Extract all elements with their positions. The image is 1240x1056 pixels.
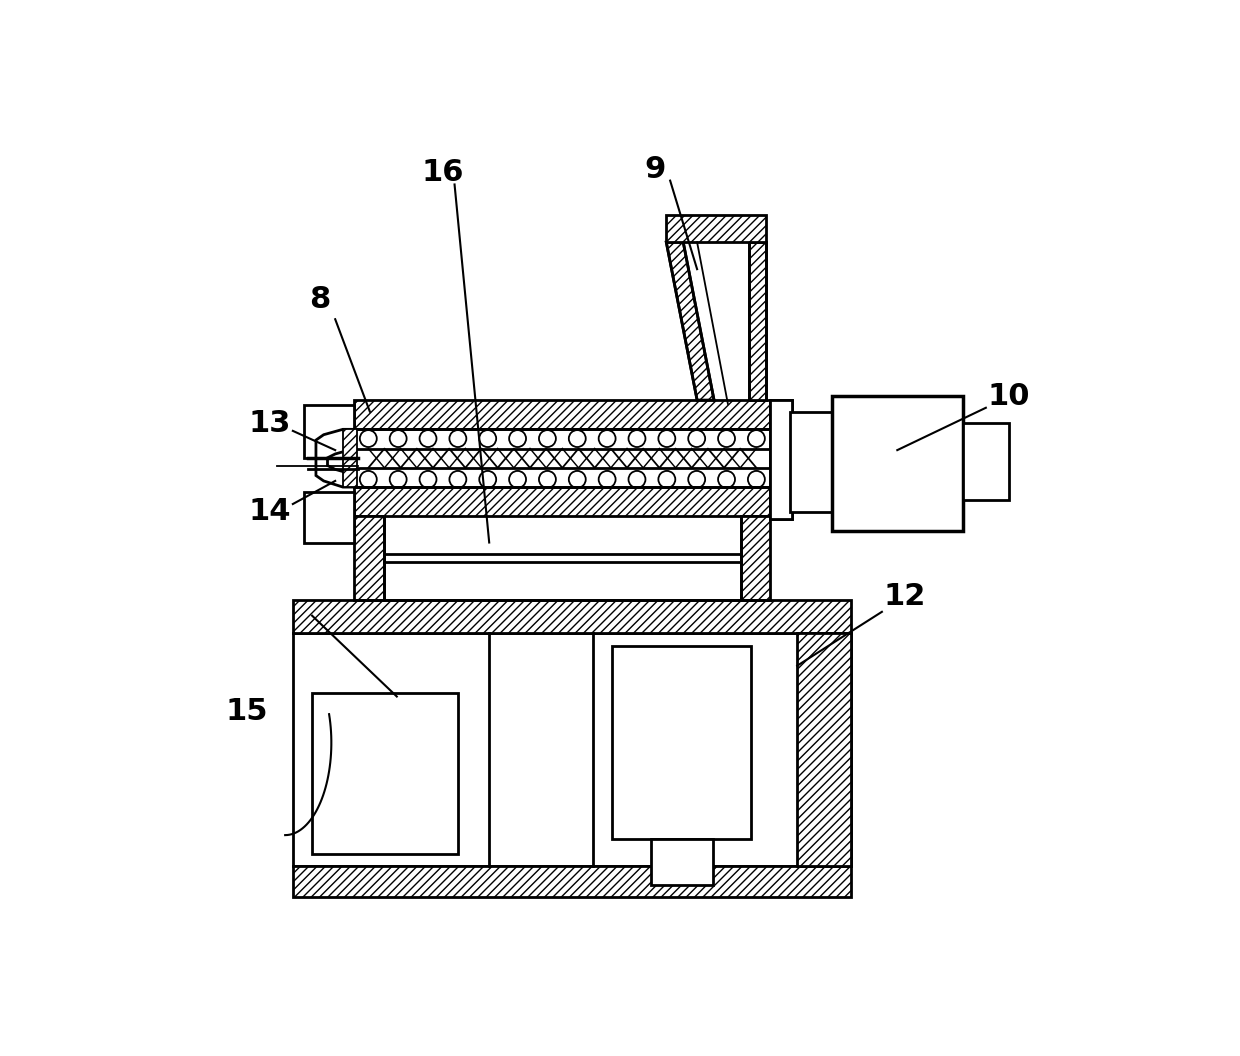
Bar [742, 516, 770, 600]
Polygon shape [749, 242, 766, 400]
Bar [355, 516, 383, 600]
Text: 12: 12 [884, 582, 926, 611]
Polygon shape [316, 430, 355, 487]
Bar [312, 693, 459, 854]
Bar [293, 866, 851, 897]
Text: 13: 13 [248, 409, 291, 437]
Bar [355, 487, 770, 516]
Bar [304, 492, 355, 543]
Text: 8: 8 [309, 285, 330, 315]
Text: 15: 15 [226, 697, 268, 727]
Text: 14: 14 [248, 497, 291, 526]
Bar [790, 412, 832, 512]
Polygon shape [666, 242, 714, 400]
Bar [797, 633, 851, 866]
Bar [293, 633, 851, 866]
Bar [293, 600, 851, 633]
Bar [613, 646, 751, 838]
Bar [770, 400, 792, 520]
Bar [832, 396, 962, 531]
Bar [355, 400, 770, 430]
Bar [304, 406, 355, 458]
Text: 10: 10 [988, 381, 1030, 411]
Bar [651, 838, 713, 885]
Text: 9: 9 [644, 154, 666, 184]
Bar [962, 423, 1009, 501]
Bar [666, 215, 766, 242]
Text: 16: 16 [422, 158, 464, 187]
Bar [343, 430, 357, 487]
Bar [770, 400, 792, 520]
